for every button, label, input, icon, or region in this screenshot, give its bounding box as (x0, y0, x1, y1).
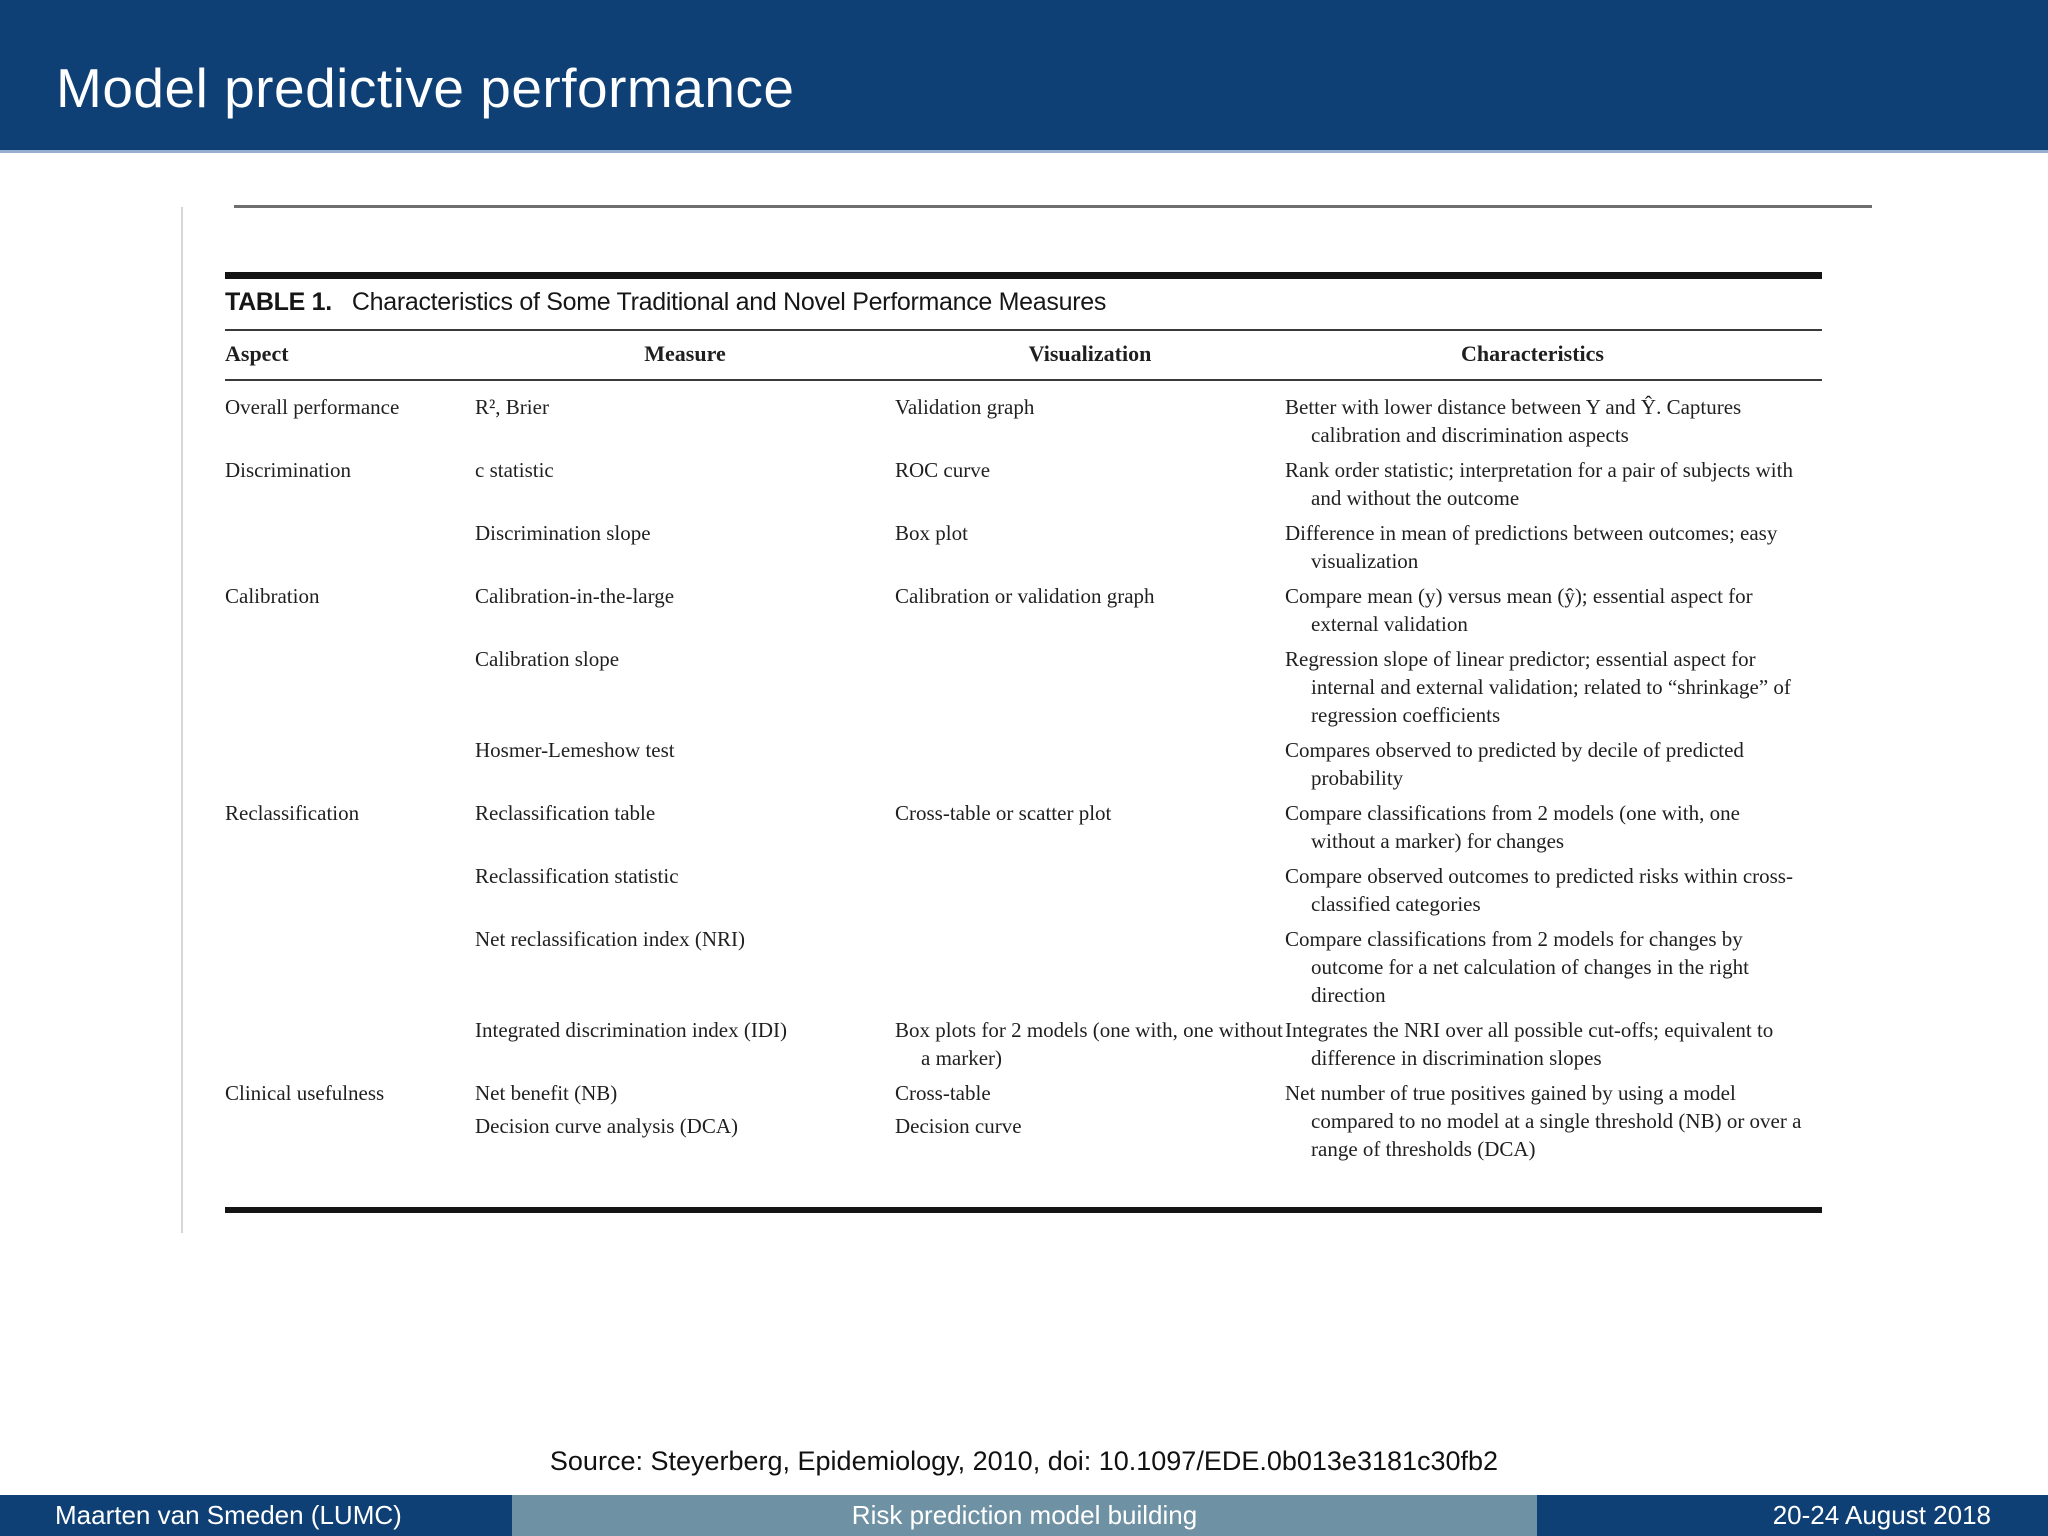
table-top-rule (225, 272, 1822, 279)
cell-aspect (225, 1016, 475, 1072)
visualization-line: Cross-table (895, 1081, 991, 1105)
cell-visualization: Cross-table or scatter plot (895, 799, 1285, 855)
table-row: Net reclassification index (NRI) Compare… (225, 925, 1825, 1009)
measure-line: Hosmer-Lemeshow test (475, 738, 675, 762)
measure-line: R², Brier (475, 395, 549, 419)
cell-characteristics: Compare classifications from 2 models fo… (1285, 927, 1749, 1007)
cell-visualization: Box plots for 2 models (one with, one wi… (895, 1016, 1285, 1072)
table-row: Calibration Calibration-in-the-large Cal… (225, 582, 1825, 638)
table-header-row: Aspect Measure Visualization Characteris… (225, 331, 1825, 379)
table-row: Discrimination c statistic ROC curve Ran… (225, 456, 1825, 512)
measure-line: Net reclassification index (NRI) (475, 927, 745, 951)
cell-characteristics: Integrates the NRI over all possible cut… (1285, 1018, 1774, 1070)
cell-visualization (895, 925, 1285, 1009)
source-citation: Source: Steyerberg, Epidemiology, 2010, … (549, 1446, 1499, 1476)
column-header-visualization: Visualization (1028, 341, 1152, 366)
table-caption: TABLE 1. Characteristics of Some Traditio… (225, 288, 1825, 317)
cell-measure: Net reclassification index (NRI) (475, 925, 895, 1009)
column-header-characteristics: Characteristics (1461, 341, 1604, 366)
cell-aspect (225, 925, 475, 1009)
cell-aspect: Discrimination (225, 458, 351, 482)
visualization-line: Cross-table or scatter plot (895, 801, 1112, 825)
cell-characteristics: Compare mean (y) versus mean (ŷ); essent… (1285, 584, 1753, 636)
visualization-line: Validation graph (895, 395, 1035, 419)
page-title: Model predictive performance (56, 57, 795, 119)
column-header-measure: Measure (644, 341, 726, 366)
footer-short-title: Risk prediction model building (512, 1495, 1537, 1536)
column-header-aspect: Aspect (225, 341, 289, 366)
cell-visualization: ROC curve (895, 456, 1285, 512)
cell-visualization (895, 862, 1285, 918)
measure-line: c statistic (475, 458, 554, 482)
cell-visualization: Validation graph (895, 393, 1285, 449)
scan-border-left (181, 207, 183, 1233)
table-rule (225, 379, 1822, 381)
cell-measure: Integrated discrimination index (IDI) (475, 1016, 895, 1072)
table-bottom-rule (225, 1207, 1822, 1213)
cell-characteristics: Net number of true positives gained by u… (1285, 1081, 1802, 1161)
cell-visualization (895, 736, 1285, 792)
cell-aspect (225, 736, 475, 792)
cell-visualization: Calibration or validation graph (895, 582, 1285, 638)
measure-line: Calibration slope (475, 647, 620, 671)
cell-measure: Reclassification statistic (475, 862, 895, 918)
cell-aspect (225, 862, 475, 918)
footer-author: Maarten van Smeden (LUMC) (0, 1495, 512, 1536)
header-bar (0, 0, 2048, 153)
cell-characteristics: Compare classifications from 2 models (o… (1285, 801, 1740, 853)
measure-line: Reclassification table (475, 801, 656, 825)
visualization-line: ROC curve (895, 458, 991, 482)
table-row: Calibration slope Regression slope of li… (225, 645, 1825, 729)
performance-measures-table: TABLE 1. Characteristics of Some Traditio… (225, 272, 1825, 1213)
table-caption-label: TABLE 1. (225, 288, 332, 316)
cell-characteristics: Rank order statistic; interpretation for… (1285, 458, 1793, 510)
cell-aspect (225, 645, 475, 729)
table-row: Clinical usefulness Net benefit (NB) Dec… (225, 1079, 1825, 1191)
table-rule (225, 329, 1822, 331)
cell-measure: Net benefit (NB) Decision curve analysis… (475, 1079, 895, 1191)
cell-aspect (225, 519, 475, 575)
measure-line: Net benefit (NB) (475, 1081, 618, 1105)
visualization-line: Decision curve (895, 1114, 1022, 1138)
cell-characteristics: Compare observed outcomes to predicted r… (1285, 864, 1793, 916)
cell-measure: Calibration slope (475, 645, 895, 729)
cell-characteristics: Regression slope of linear predictor; es… (1285, 647, 1791, 727)
table-row: Discrimination slope Box plot Difference… (225, 519, 1825, 575)
cell-measure: Calibration-in-the-large (475, 582, 895, 638)
cell-characteristics: Better with lower distance between Y and… (1285, 395, 1742, 447)
table-row: Hosmer-Lemeshow test Compares observed t… (225, 736, 1825, 792)
table-row: Reclassification statistic Compare obser… (225, 862, 1825, 918)
cell-measure: c statistic (475, 456, 895, 512)
cell-aspect: Clinical usefulness (225, 1081, 385, 1105)
footer-bar: Maarten van Smeden (LUMC) Risk predictio… (0, 1495, 2048, 1536)
cell-characteristics: Difference in mean of predictions betwee… (1285, 521, 1778, 573)
visualization-line: Box plot (895, 521, 968, 545)
cell-aspect: Calibration (225, 584, 320, 608)
measure-line: Reclassification statistic (475, 864, 679, 888)
measure-line: Calibration-in-the-large (475, 584, 675, 608)
cell-aspect: Overall performance (225, 395, 400, 419)
scan-border-top (234, 205, 1872, 208)
cell-measure: Discrimination slope (475, 519, 895, 575)
cell-characteristics: Compares observed to predicted by decile… (1285, 738, 1744, 790)
cell-aspect: Reclassification (225, 801, 360, 825)
cell-visualization: Box plot (895, 519, 1285, 575)
cell-measure: R², Brier (475, 393, 895, 449)
measure-line: Discrimination slope (475, 521, 651, 545)
footer-date: 20-24 August 2018 (1537, 1495, 2048, 1536)
cell-visualization: Cross-table Decision curve (895, 1079, 1285, 1191)
visualization-line: Calibration or validation graph (895, 584, 1155, 608)
cell-visualization (895, 645, 1285, 729)
cell-measure: Hosmer-Lemeshow test (475, 736, 895, 792)
table-row: Overall performance R², Brier Validation… (225, 393, 1825, 449)
table-row: Reclassification Reclassification table … (225, 799, 1825, 855)
visualization-line: Box plots for 2 models (one with, one wi… (895, 1018, 1283, 1070)
table-row: Integrated discrimination index (IDI) Bo… (225, 1016, 1825, 1072)
cell-measure: Reclassification table (475, 799, 895, 855)
table-body: Overall performance R², Brier Validation… (225, 381, 1825, 1191)
measure-line: Integrated discrimination index (IDI) (475, 1018, 787, 1042)
table-caption-text: Characteristics of Some Traditional and … (351, 288, 1107, 316)
measure-line: Decision curve analysis (DCA) (475, 1114, 739, 1138)
